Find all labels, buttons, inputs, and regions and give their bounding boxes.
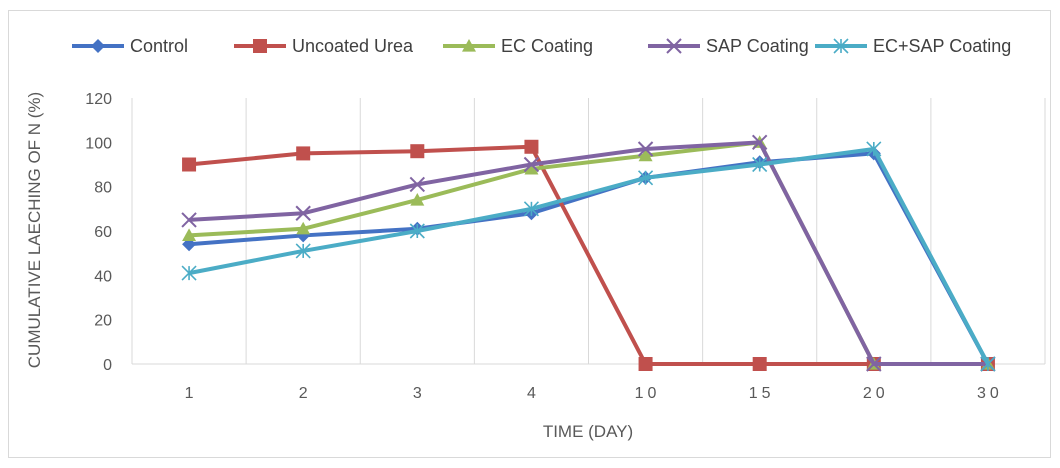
data-point <box>980 356 996 372</box>
data-point <box>295 243 311 259</box>
data-point <box>637 141 654 157</box>
data-point <box>866 141 882 157</box>
series-line <box>188 140 988 366</box>
data-point <box>409 223 425 239</box>
legend-item: Control <box>72 36 188 56</box>
data-point-stroke <box>637 141 654 157</box>
data-point <box>409 176 426 193</box>
y-tick-label: 0 <box>103 357 112 374</box>
x-tick-label: 2 <box>299 385 312 402</box>
data-point <box>524 139 539 154</box>
data-point <box>296 221 311 235</box>
legend-item: Uncoated Urea <box>234 36 414 56</box>
gridlines <box>131 98 1046 364</box>
x-tick-label: 10 <box>635 385 661 402</box>
legend: Control Uncoated Urea EC Coating SAP Coatin… <box>72 36 1011 56</box>
data-point-stroke <box>295 205 311 221</box>
data-point <box>666 38 682 54</box>
data-point <box>638 357 653 371</box>
data-point <box>181 212 197 228</box>
x-tick-label: 30 <box>977 385 1003 402</box>
legend-label: Uncoated Urea <box>292 36 414 56</box>
legend-item: EC Coating <box>443 36 593 56</box>
legend-item: EC+SAP Coating <box>815 36 1011 56</box>
series-ec-sap-coating <box>181 141 996 372</box>
data-point-stroke <box>751 134 768 151</box>
y-tick-label: 100 <box>85 135 112 152</box>
legend-label: EC+SAP Coating <box>873 36 1011 56</box>
data-point <box>523 156 540 173</box>
data-point <box>295 205 311 221</box>
data-point <box>410 144 425 159</box>
data-point <box>524 161 539 175</box>
data-point <box>410 192 425 206</box>
series-line <box>188 146 990 365</box>
y-axis-title: CUMULATIVE LAECHING OF N (%) <box>25 92 44 368</box>
data-point-stroke <box>866 356 882 372</box>
legend-item: SAP Coating <box>648 36 809 56</box>
data-point <box>751 134 768 151</box>
x-tick-label: 4 <box>527 385 540 402</box>
y-tick-label: 80 <box>94 180 112 197</box>
legend-label: SAP Coating <box>706 36 809 56</box>
data-point <box>866 356 882 372</box>
data-point <box>181 265 197 281</box>
y-tick-label: 60 <box>94 224 112 241</box>
data-point-stroke <box>409 176 426 193</box>
axes: 0 20 40 60 80 100 120 1 2 3 4 10 15 20 30 <box>85 91 1045 402</box>
data-point <box>637 170 654 186</box>
data-point-stroke <box>181 212 197 228</box>
data-point <box>91 39 105 53</box>
x-tick-label: 20 <box>863 385 889 402</box>
legend-label: Control <box>130 36 188 56</box>
data-point-stroke <box>666 38 682 54</box>
data-point <box>462 39 476 52</box>
x-tick-label: 3 <box>413 385 426 402</box>
data-point <box>523 201 540 217</box>
series-lines <box>181 134 996 372</box>
y-tick-label: 20 <box>94 313 112 330</box>
y-tick-label: 40 <box>94 268 112 285</box>
legend-label: EC Coating <box>501 36 593 56</box>
x-tick-label: 15 <box>749 385 775 402</box>
data-point <box>752 357 767 371</box>
data-point <box>182 157 197 172</box>
series-line <box>188 144 988 366</box>
data-point <box>638 148 653 162</box>
data-point <box>182 228 197 242</box>
data-point <box>253 39 267 53</box>
y-tick-label: 120 <box>85 91 112 108</box>
data-point <box>296 146 311 161</box>
chart-border <box>8 10 1051 458</box>
x-axis-title: TIME (DAY) <box>543 422 633 441</box>
x-tick-label: 1 <box>185 385 198 402</box>
data-point <box>833 38 849 54</box>
data-point <box>752 156 768 173</box>
series-line <box>188 151 990 365</box>
data-point-stroke <box>523 156 540 173</box>
